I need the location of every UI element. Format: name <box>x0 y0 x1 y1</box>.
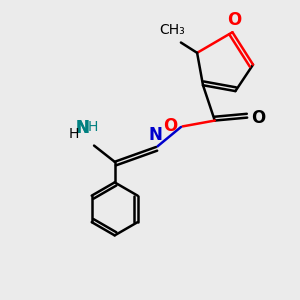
Text: N: N <box>76 119 90 137</box>
Text: O: O <box>163 117 177 135</box>
Text: H: H <box>87 120 98 134</box>
Text: N: N <box>76 119 90 137</box>
Text: CH₃: CH₃ <box>159 22 185 37</box>
Text: N: N <box>149 126 163 144</box>
Text: O: O <box>227 11 241 29</box>
Text: H: H <box>68 127 79 141</box>
Text: O: O <box>252 109 266 127</box>
